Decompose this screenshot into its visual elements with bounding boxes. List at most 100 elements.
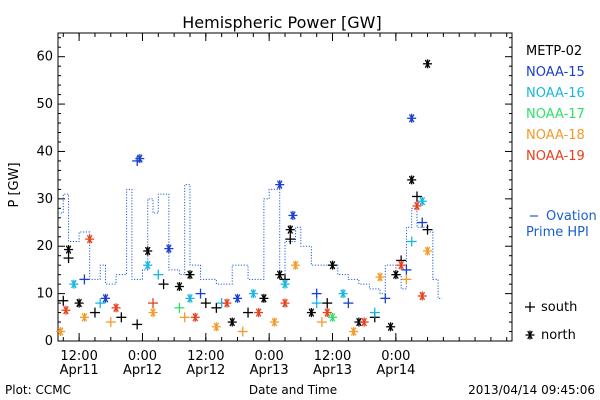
south-point [422, 224, 433, 235]
north-point [143, 260, 153, 270]
plot-frame [57, 32, 513, 342]
x-axis-label: Date and Time [249, 383, 337, 397]
north-point [391, 270, 401, 280]
south-point [95, 298, 106, 309]
north-point [288, 210, 298, 220]
south-point [63, 253, 74, 264]
north-point [386, 322, 396, 332]
south-point [417, 217, 428, 228]
legend-item-noaa-16: NOAA-16 [526, 86, 585, 101]
legend-item-noaa-15: NOAA-15 [526, 65, 585, 80]
north-point [269, 317, 279, 327]
chart-title: Hemispheric Power [GW] [182, 13, 381, 32]
y-tick-label: 30 [36, 192, 53, 207]
north-point [306, 308, 316, 318]
north-point [338, 289, 348, 299]
x-tick-label-date: Apr13 [313, 363, 352, 378]
series-noaa-17 [174, 302, 338, 322]
y-axis-label: P [GW] [7, 162, 22, 207]
south-point [132, 319, 143, 330]
ovation-line [58, 184, 443, 299]
south-point [322, 298, 333, 309]
north-point [248, 289, 258, 299]
ovation-legend-label-1: Ovation [546, 209, 597, 224]
plot-timestamp: 2013/04/14 09:45:06 [468, 383, 595, 397]
north-point [85, 234, 95, 244]
north-point [111, 303, 121, 313]
y-tick-label: 20 [36, 239, 53, 254]
x-tick-label-date: Apr13 [250, 363, 289, 378]
north-point [291, 260, 301, 270]
series-noaa-15 [79, 113, 428, 309]
south-point [411, 191, 422, 202]
north-point [74, 298, 84, 308]
south-point [89, 307, 100, 318]
x-tick-label-date: Apr12 [123, 363, 162, 378]
north-point [407, 113, 417, 123]
south-point [316, 317, 327, 328]
north-point [375, 272, 385, 282]
marker-legend: south north [525, 300, 577, 343]
south-point [311, 288, 322, 299]
y-tick-label: 40 [36, 144, 53, 159]
south-point [525, 302, 535, 312]
data-points-group [56, 59, 433, 337]
north-point [525, 330, 535, 340]
y-tick-label: 0 [45, 334, 53, 349]
south-point [311, 298, 322, 309]
north-point [275, 270, 285, 280]
north-point [254, 308, 264, 318]
north-point [423, 246, 433, 256]
north-point [280, 279, 290, 289]
south-point [406, 236, 417, 247]
south-point [116, 312, 127, 323]
series-noaa-16 [69, 196, 427, 318]
north-point [143, 246, 153, 256]
south-point [158, 279, 169, 290]
north-point [423, 59, 433, 69]
north-point [349, 327, 359, 337]
south-point [179, 312, 190, 323]
south-point [211, 302, 222, 313]
south-point [153, 269, 164, 280]
x-tick-label-time: 0:00 [128, 349, 157, 364]
x-tick-label-date: Apr11 [60, 363, 99, 378]
x-axis: 12:00Apr110:00Apr1212:00Apr120:00Apr1312… [60, 33, 508, 378]
south-point [105, 317, 116, 328]
x-tick-label-time: 0:00 [255, 349, 284, 364]
series-noaa-18 [56, 246, 433, 337]
north-point [61, 305, 71, 315]
north-point [227, 317, 237, 327]
north-point [69, 279, 79, 289]
south-point [200, 298, 211, 309]
north-point [79, 312, 89, 322]
north-point [285, 225, 295, 235]
south-point [343, 298, 354, 309]
north-point [259, 293, 269, 303]
north-point [211, 322, 221, 332]
x-tick-label-time: 12:00 [314, 349, 351, 364]
series-noaa-19 [61, 201, 427, 327]
legend-item-noaa-17: NOAA-17 [526, 107, 585, 122]
north-point [328, 312, 338, 322]
north-point [101, 293, 111, 303]
north-point [185, 293, 195, 303]
north-point [232, 293, 242, 303]
north-point [359, 317, 369, 327]
south-point [174, 302, 185, 313]
series-metp-02 [58, 59, 433, 332]
marker-legend-north: north [541, 328, 576, 343]
ovation-legend-label-2: Prime HPI [526, 225, 589, 240]
south-point [58, 295, 69, 306]
north-point [412, 201, 422, 211]
x-tick-label-time: 12:00 [60, 349, 97, 364]
x-tick-label-date: Apr12 [186, 363, 225, 378]
legend: METP-02 NOAA-15 NOAA-16 NOAA-17 NOAA-18 NOAA-… [526, 44, 585, 164]
north-point [64, 245, 74, 255]
north-point [417, 196, 427, 206]
marker-legend-south: south [541, 300, 577, 315]
south-point [401, 274, 412, 285]
plot-credit: Plot: CCMC [5, 383, 71, 397]
legend-item-metp-02: METP-02 [526, 44, 582, 59]
